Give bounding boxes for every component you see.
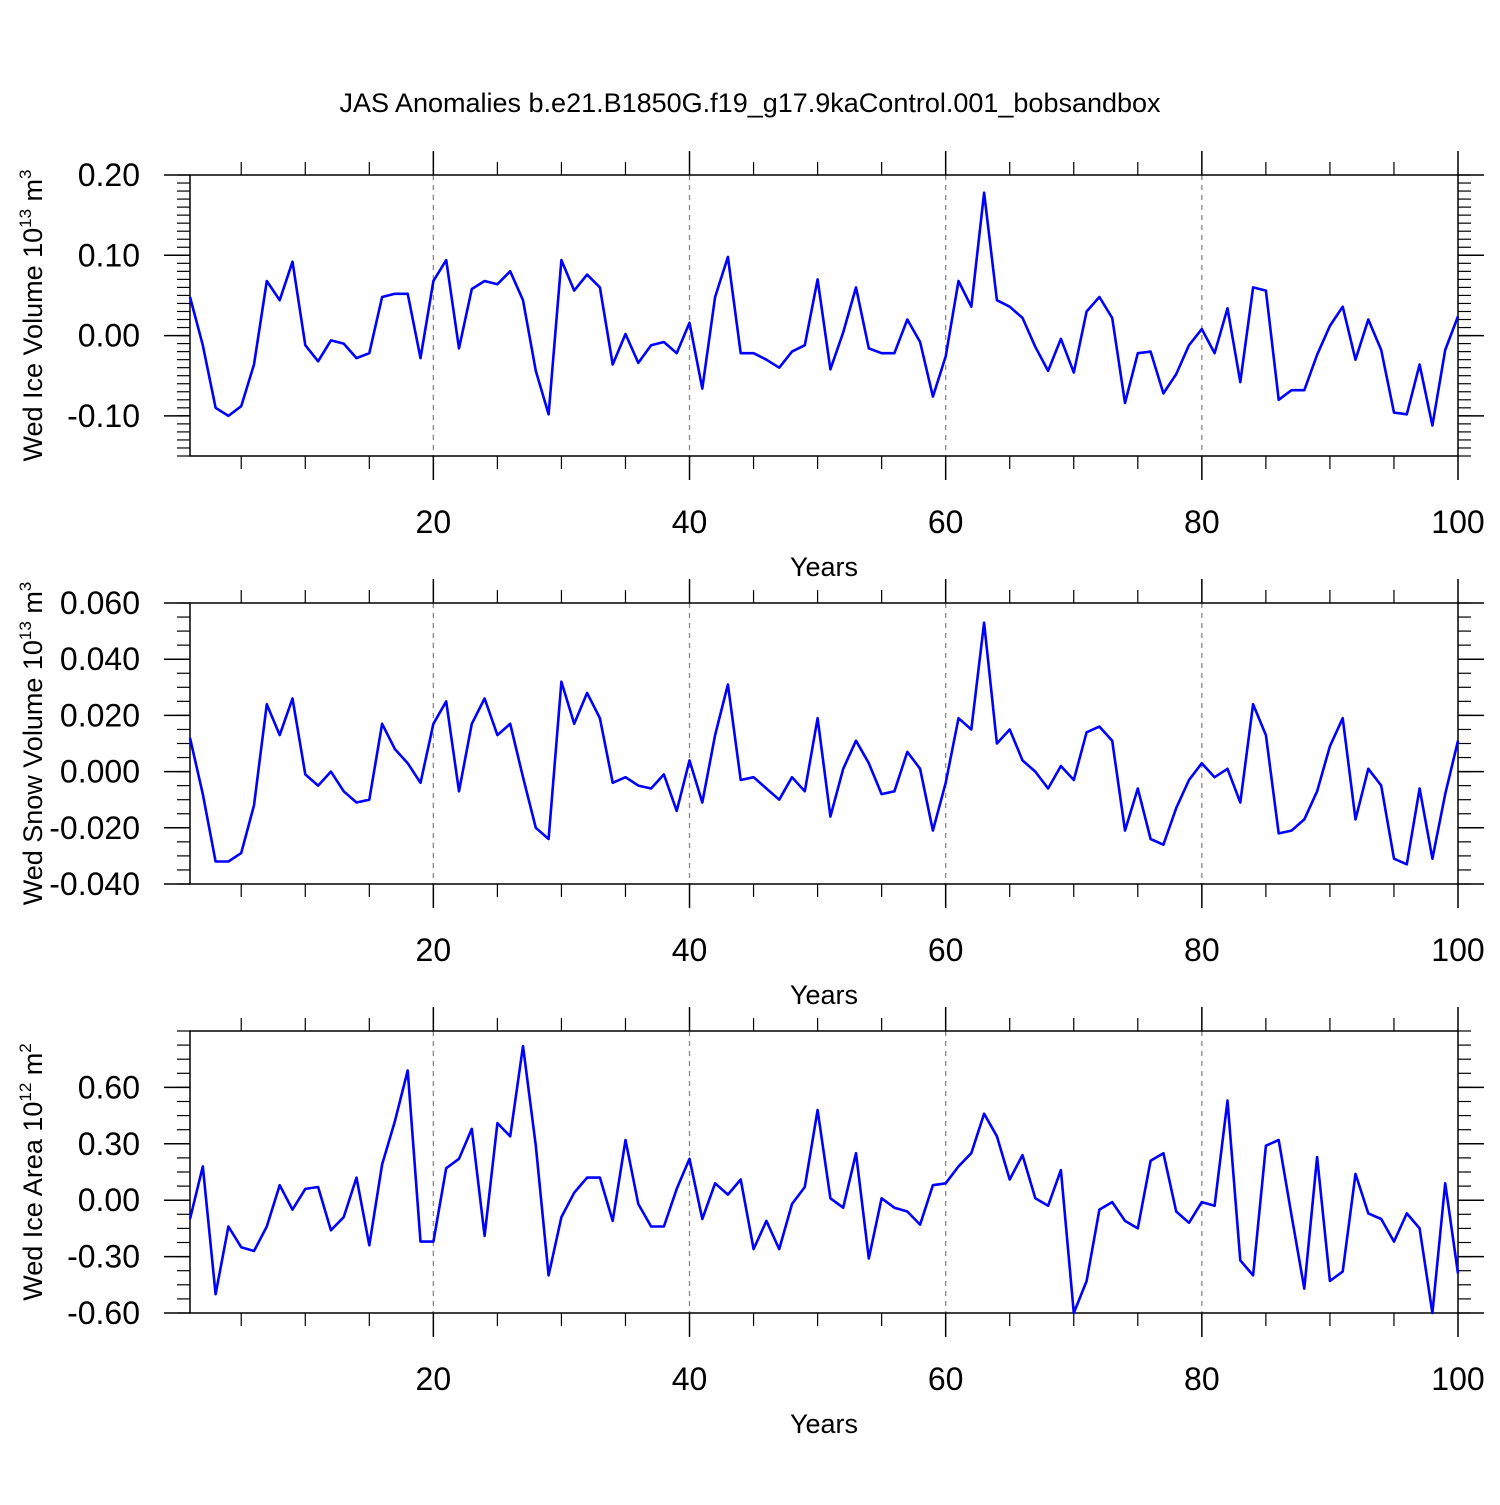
y-tick-label: -0.10 (67, 398, 140, 434)
panel-1: 20 40 60 80 100 -0.10 0.00 0.10 0.20 Years Wed Ice… (16, 151, 1485, 582)
y-tick-label: 0.040 (60, 641, 140, 677)
x-tick-label: 20 (416, 932, 452, 968)
panel-3: 20 40 60 80 100 -0.60 -0.30 0.00 0.30 0.60 Years We… (16, 1007, 1485, 1439)
y-tick-label: 0.060 (60, 585, 140, 621)
y-axis-title-text: m (18, 591, 48, 621)
series-line (188, 191, 1460, 427)
y-tick-label: 0.10 (78, 237, 140, 273)
y-axis-title: Wed Ice Volume 1013 m3 (16, 169, 48, 461)
y-axis-title-text: Wed Ice Area 10 (18, 1102, 48, 1301)
y-tick-label: -0.60 (67, 1295, 140, 1331)
x-tick-label: 80 (1184, 504, 1220, 540)
x-tick-label: 100 (1431, 932, 1484, 968)
y-tick-label: -0.020 (49, 810, 140, 846)
x-tick-label: 40 (672, 504, 708, 540)
x-tick-label: 60 (928, 1361, 964, 1397)
y-axis-title-superscript: 3 (16, 582, 35, 591)
x-tick-label: 80 (1184, 932, 1220, 968)
x-tick-label: 100 (1431, 504, 1484, 540)
y-axis-title-superscript: 3 (16, 169, 35, 178)
plot-frame (189, 174, 1459, 457)
x-tick-label: 60 (928, 504, 964, 540)
series-line (188, 621, 1460, 866)
y-tick-label: 0.20 (78, 157, 140, 193)
x-axis-title: Years (790, 1409, 858, 1439)
y-axis-title: Wed Ice Area 1012 m2 (16, 1043, 48, 1301)
y-tick-label: 0.020 (60, 697, 140, 733)
y-tick-label: 0.000 (60, 754, 140, 790)
x-tick-label: 40 (672, 1361, 708, 1397)
y-axis-title-text: Wed Snow Volume 10 (18, 640, 48, 905)
y-axis-title-superscript: 2 (16, 1043, 35, 1052)
y-tick-label: 0.00 (78, 318, 140, 354)
x-axis-title: Years (790, 980, 858, 1010)
y-axis-title-superscript: 13 (16, 209, 35, 228)
x-tick-label: 100 (1431, 1361, 1484, 1397)
panel-2: 20 40 60 80 100 -0.040 -0.020 0.000 0.020 0.040 0.… (16, 579, 1485, 1010)
y-axis-title-text: m (18, 1053, 48, 1083)
y-tick-label: -0.30 (67, 1239, 140, 1275)
y-axis-title-text: m (18, 179, 48, 209)
chart-title: JAS Anomalies b.e21.B1850G.f19_g17.9kaCo… (339, 88, 1161, 118)
y-axis-title-text: Wed Ice Volume 10 (18, 228, 48, 462)
x-tick-label: 20 (416, 1361, 452, 1397)
y-tick-label: 0.30 (78, 1126, 140, 1162)
y-tick-label: 0.00 (78, 1182, 140, 1218)
x-tick-label: 40 (672, 932, 708, 968)
y-axis-title-superscript: 12 (16, 1083, 35, 1102)
x-tick-label: 80 (1184, 1361, 1220, 1397)
x-axis-title: Years (790, 552, 858, 582)
y-axis-title-superscript: 13 (16, 621, 35, 640)
x-tick-label: 60 (928, 932, 964, 968)
y-tick-label: 0.60 (78, 1069, 140, 1105)
y-tick-label: -0.040 (49, 866, 140, 902)
x-tick-label: 20 (416, 504, 452, 540)
series-line (188, 1044, 1460, 1315)
y-axis-title: Wed Snow Volume 1013 m3 (16, 582, 48, 906)
